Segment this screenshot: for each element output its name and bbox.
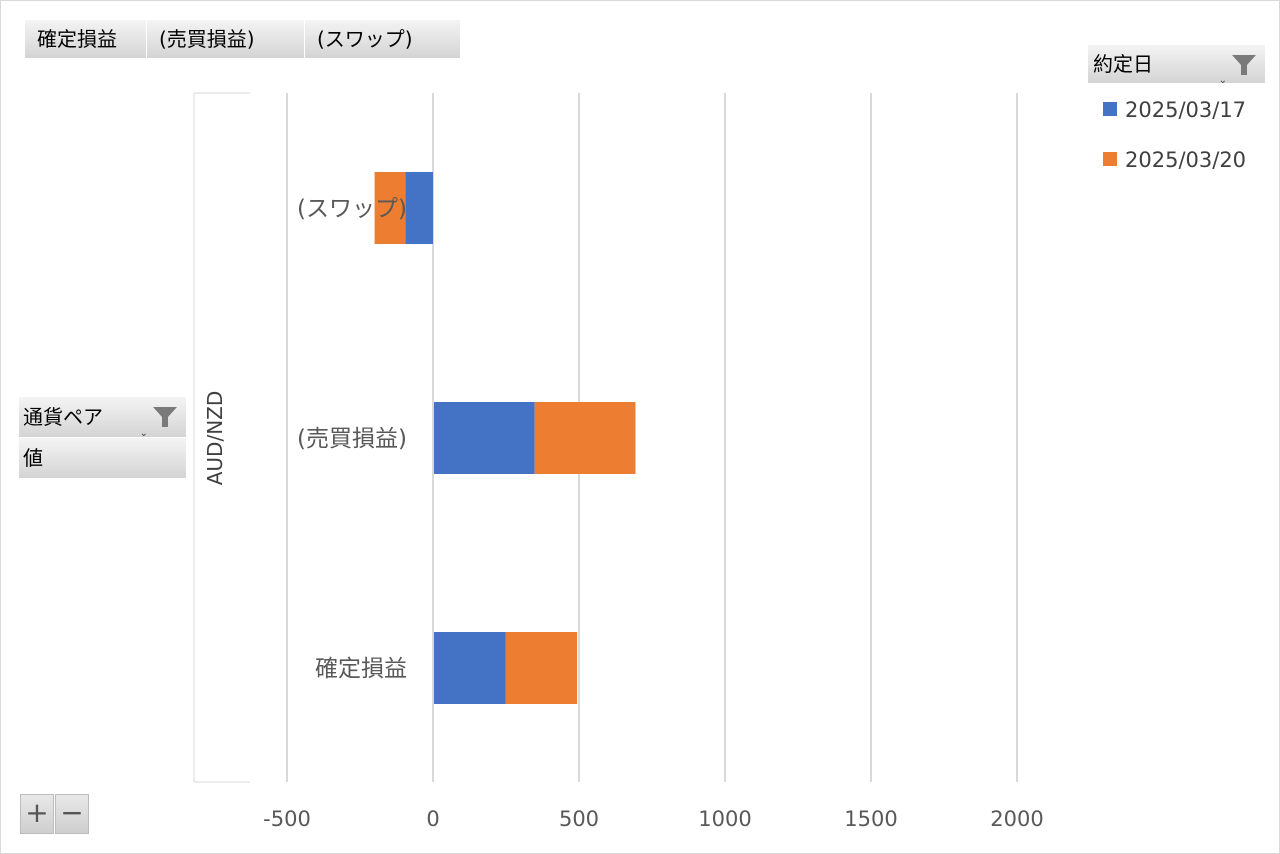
- bar-2-2[interactable]: [534, 402, 636, 474]
- bar-1-2[interactable]: [434, 402, 535, 474]
- collapse-button[interactable]: −: [55, 794, 89, 834]
- x-tick-label: 2000: [990, 807, 1043, 831]
- filter-icon[interactable]: [152, 405, 178, 429]
- dropdown-caret-icon: ⌄: [139, 428, 148, 439]
- category-label: 確定損益: [315, 656, 407, 682]
- legend-field-label: 約定日: [1093, 52, 1153, 76]
- value-tab-trade-pl[interactable]: (売買損益): [147, 20, 305, 58]
- value-tab-swap[interactable]: (スワップ): [305, 20, 461, 58]
- expand-button[interactable]: +: [20, 794, 54, 834]
- x-tick-label: 0: [426, 807, 439, 831]
- x-tick-label: 1500: [844, 807, 897, 831]
- bar-1-3[interactable]: [434, 632, 506, 704]
- legend-swatch-series-1: [1103, 102, 1117, 116]
- bar-1-1[interactable]: [405, 172, 433, 244]
- bar-2-1[interactable]: [374, 172, 406, 244]
- bar-2-3[interactable]: [505, 632, 578, 704]
- row-field-currency-pair-label: 通貨ペア: [23, 405, 103, 429]
- legend-entry-series-2: 2025/03/20: [1103, 148, 1246, 172]
- dropdown-caret-icon: ⌄: [1218, 75, 1227, 86]
- legend-label-series-2: 2025/03/20: [1125, 148, 1247, 172]
- category-label: (スワップ): [297, 196, 407, 222]
- group-label: AUD/NZD: [203, 391, 227, 486]
- value-tab-realized-pl[interactable]: 確定損益: [25, 20, 147, 58]
- filter-icon[interactable]: [1231, 53, 1257, 77]
- legend-label-series-1: 2025/03/17: [1125, 98, 1247, 122]
- x-tick-label: 1000: [698, 807, 751, 831]
- row-field-value[interactable]: 値: [19, 438, 187, 478]
- row-field-currency-pair[interactable]: 通貨ペア ⌄: [19, 397, 187, 439]
- legend-entry-series-1: 2025/03/17: [1103, 98, 1246, 122]
- legend-swatch-series-2: [1103, 152, 1117, 166]
- category-label: (売買損益): [297, 426, 407, 452]
- x-tick-label: -500: [263, 807, 311, 831]
- legend-field-button[interactable]: 約定日 ⌄: [1088, 45, 1266, 86]
- x-tick-label: 500: [559, 807, 599, 831]
